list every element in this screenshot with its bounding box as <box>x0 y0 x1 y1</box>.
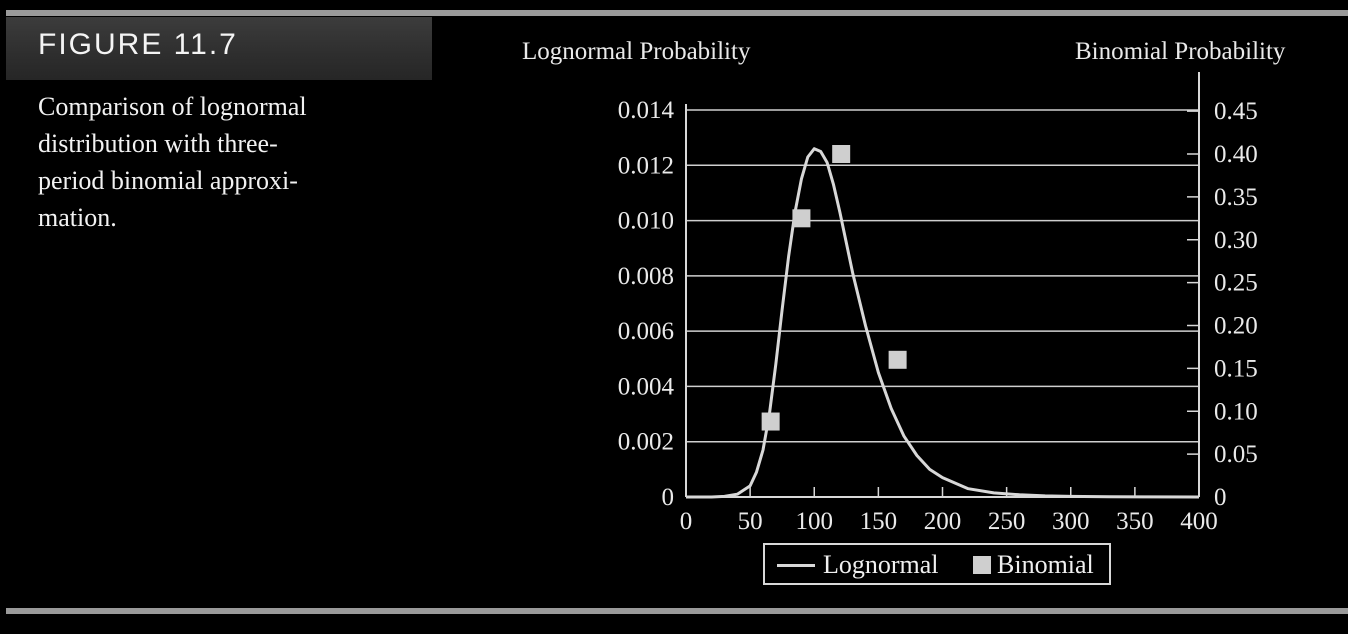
right-tick-label: 0.30 <box>1214 227 1258 254</box>
binomial-point <box>792 209 811 228</box>
x-tick-label: 0 <box>680 508 693 535</box>
left-tick-label: 0.006 <box>618 318 674 345</box>
figure-caption: Comparison of lognormal distribution wit… <box>38 88 368 236</box>
left-tick-label: 0.014 <box>618 97 675 124</box>
top-rule <box>6 10 1348 16</box>
legend-label-lognormal: Lognormal <box>823 550 939 579</box>
x-tick-label: 250 <box>988 508 1026 535</box>
right-tick-label: 0.10 <box>1214 398 1258 425</box>
caption-line: period binomial approxi- <box>38 166 298 195</box>
x-tick-label: 400 <box>1180 508 1218 535</box>
figure-label: FIGURE 11.7 <box>38 28 238 61</box>
x-tick-label: 350 <box>1116 508 1154 535</box>
x-tick-label: 150 <box>860 508 898 535</box>
bottom-rule <box>6 608 1348 614</box>
left-tick-label: 0.004 <box>618 373 675 400</box>
right-tick-label: 0.15 <box>1214 355 1258 382</box>
x-tick-label: 100 <box>796 508 834 535</box>
x-tick-label: 200 <box>924 508 962 535</box>
right-tick-label: 0.45 <box>1214 98 1258 125</box>
binomial-point <box>888 350 907 369</box>
binomial-point <box>832 145 851 163</box>
left-tick-label: 0 <box>662 484 675 511</box>
right-tick-label: 0 <box>1214 484 1227 511</box>
right-tick-label: 0.40 <box>1214 141 1258 168</box>
caption-line: Comparison of lognormal <box>38 92 307 121</box>
binomial-point <box>761 412 780 431</box>
left-tick-label: 0.010 <box>618 208 674 235</box>
chart-legend: Lognormal Binomial <box>763 543 1111 585</box>
legend-swatch-binomial <box>973 556 991 574</box>
x-tick-label: 300 <box>1052 508 1090 535</box>
right-tick-label: 0.05 <box>1214 441 1258 468</box>
right-tick-label: 0.20 <box>1214 313 1258 340</box>
x-tick-label: 50 <box>738 508 763 535</box>
left-axis-title: Lognormal Probability <box>522 38 751 65</box>
left-tick-label: 0.008 <box>618 263 674 290</box>
left-tick-label: 0.002 <box>618 429 674 456</box>
figure-badge <box>6 17 432 80</box>
right-tick-label: 0.35 <box>1214 184 1258 211</box>
lognormal-curve <box>686 147 1200 499</box>
right-axis-title: Binomial Probability <box>1075 38 1286 65</box>
caption-line: distribution with three- <box>38 129 278 158</box>
right-tick-label: 0.25 <box>1214 270 1258 297</box>
caption-line: mation. <box>38 203 117 232</box>
left-tick-label: 0.012 <box>618 152 674 179</box>
legend-label-binomial: Binomial <box>997 550 1094 579</box>
legend-swatch-lognormal <box>777 564 815 567</box>
